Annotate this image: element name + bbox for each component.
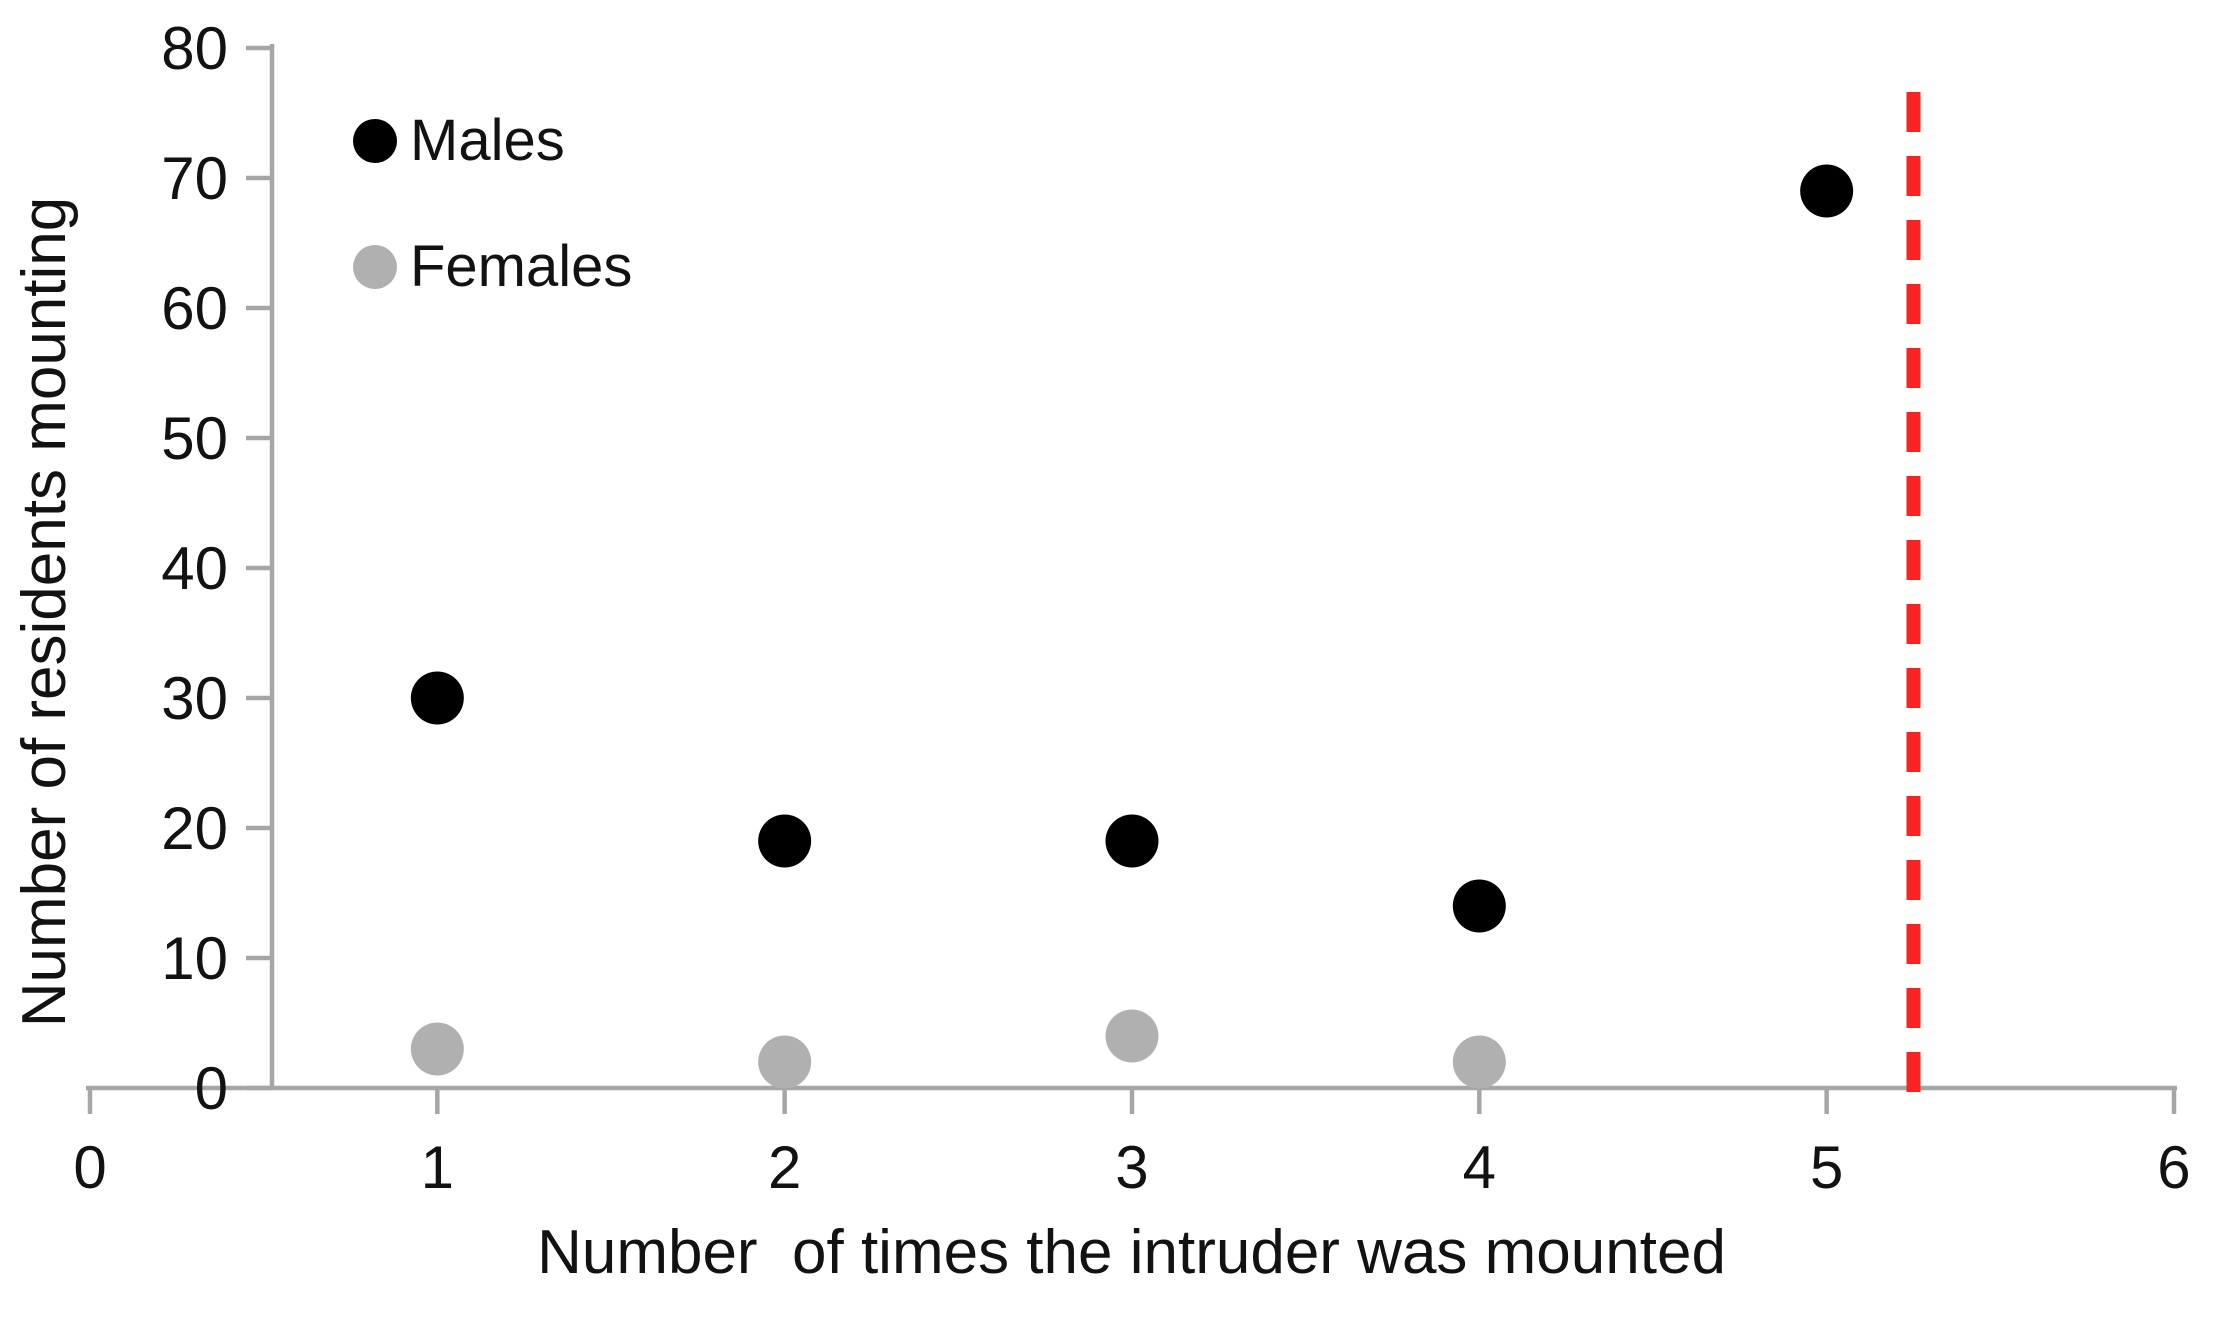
y-tick-label: 60 xyxy=(161,275,228,342)
legend-item-males: Males xyxy=(353,112,632,170)
legend-marker-females xyxy=(353,245,397,289)
legend-label: Males xyxy=(410,108,565,173)
y-tick-label: 30 xyxy=(161,665,228,732)
x-tick-label: 1 xyxy=(421,1134,454,1201)
point-females-x3 xyxy=(1105,1009,1159,1063)
x-tick-label: 0 xyxy=(73,1134,106,1201)
x-tick-label: 5 xyxy=(1810,1134,1843,1201)
y-tick-label: 50 xyxy=(161,405,228,472)
y-tick-label: 10 xyxy=(161,925,228,992)
y-tick-label: 20 xyxy=(161,795,228,862)
x-tick-label: 2 xyxy=(768,1134,801,1201)
legend: Males Females xyxy=(353,112,632,296)
x-tick-label: 4 xyxy=(1463,1134,1496,1201)
x-tick-label: 6 xyxy=(2157,1134,2190,1201)
point-males-x4 xyxy=(1452,879,1506,933)
point-males-x1 xyxy=(410,671,464,725)
data-points-layer xyxy=(410,164,1854,1089)
point-females-x2 xyxy=(758,1035,812,1089)
y-tick-label: 70 xyxy=(161,145,228,212)
point-males-x5 xyxy=(1800,164,1854,218)
y-tick-label: 0 xyxy=(195,1055,228,1122)
legend-marker-males xyxy=(353,119,397,163)
x-axis-title: Number of times the intruder was mounted xyxy=(537,1218,1726,1287)
point-males-x2 xyxy=(758,814,812,868)
y-tick-label: 80 xyxy=(161,15,228,82)
legend-label: Females xyxy=(410,234,633,299)
point-females-x1 xyxy=(410,1022,464,1076)
x-tick-label: 3 xyxy=(1115,1134,1148,1201)
x-axis-title-wrap: Number of times the intruder was mounted xyxy=(86,1222,2177,1284)
point-females-x4 xyxy=(1452,1035,1506,1089)
point-males-x3 xyxy=(1105,814,1159,868)
y-axis-title: Number of residents mounting xyxy=(10,196,79,1028)
legend-item-females: Females xyxy=(353,238,632,296)
y-tick-label: 40 xyxy=(161,535,228,602)
axes-layer: 0 10 20 30 40 50 60 70 80 0 1 2 3 4 5 6 xyxy=(73,15,2190,1201)
